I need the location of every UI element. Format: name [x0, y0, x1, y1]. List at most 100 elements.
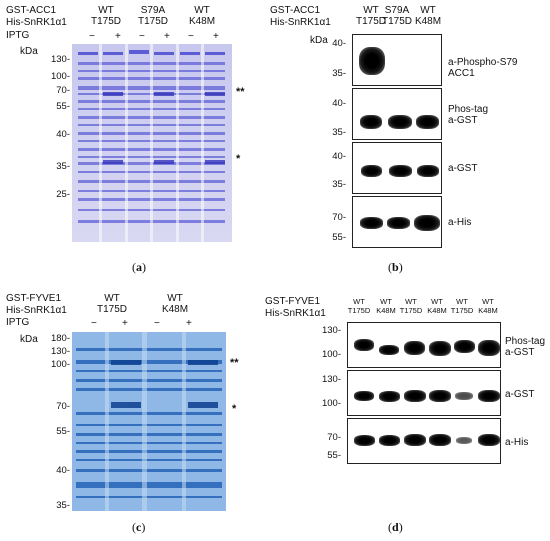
lane-d-5-bottom: T175D — [450, 306, 474, 315]
marker-c-35: 35- — [56, 500, 70, 511]
band — [455, 392, 473, 400]
kda-unit-c: kDa — [20, 334, 38, 345]
blot-d-label-phostag: Phos-tag a-GST — [505, 336, 546, 358]
caption-c-letter: c — [136, 520, 142, 534]
caption-b-letter: b — [392, 260, 399, 274]
kda-unit-b: kDa — [310, 35, 328, 46]
lane-group-c-1-top: WT — [104, 293, 120, 304]
band — [456, 437, 472, 444]
lane-d-2: WT K48M — [372, 297, 400, 315]
blot-d-his — [347, 418, 501, 464]
row-label-his-snrk1-b: His-SnRK1α1 — [270, 17, 331, 28]
band — [416, 115, 439, 129]
blot-label-his: a-His — [448, 217, 472, 228]
lane-group-b-2: S79A T175D — [380, 5, 414, 27]
iptg-4: + — [164, 31, 170, 42]
band — [379, 345, 399, 355]
lane-d-6-bottom: K48M — [478, 306, 498, 315]
row-label-gst-acc1: GST-ACC1 — [6, 5, 57, 16]
band — [414, 215, 440, 231]
band — [429, 341, 451, 356]
blot-d-gst — [347, 370, 501, 416]
star-single-a: * — [236, 153, 241, 165]
lane-d-6-top: WT — [482, 297, 494, 306]
marker-b3-40: 40- — [332, 151, 346, 162]
iptg-c-4: + — [186, 318, 192, 329]
blot-phospho-s79 — [352, 34, 442, 86]
band — [361, 165, 382, 177]
iptg-c-1: − — [91, 318, 97, 329]
band — [404, 434, 426, 446]
blot-d-phostag-gst — [347, 322, 501, 368]
band — [354, 391, 374, 401]
blot-gst — [352, 142, 442, 194]
marker-b4-70: 70- — [332, 212, 346, 223]
marker-130: 130- — [50, 54, 70, 65]
blot-label-phostag: Phos-tag a-GST — [448, 104, 489, 126]
band — [404, 390, 426, 402]
marker-b3-35: 35- — [332, 179, 346, 190]
lane-group-b-2-top: S79A — [384, 5, 410, 16]
iptg-5: − — [188, 31, 194, 42]
lane-group-b-1-top: WT — [363, 5, 379, 16]
lane-group-3-top: WT — [194, 5, 210, 16]
lane-group-3-bottom: K48M — [188, 16, 216, 27]
kda-unit: kDa — [20, 46, 38, 57]
band — [387, 217, 410, 229]
blot-d-label-gst: a-GST — [505, 389, 535, 400]
row-label-his-snrk1: His-SnRK1α1 — [6, 17, 67, 28]
row-label-gst-fyve1-d: GST-FYVE1 — [265, 296, 321, 307]
lane-d-6: WT K48M — [474, 297, 502, 315]
lane-group-c-2-top: WT — [167, 293, 183, 304]
blot-phostag-gst — [352, 88, 442, 140]
marker-c-55: 55- — [56, 426, 70, 437]
lane-group-b-2-bottom: T175D — [381, 16, 412, 27]
iptg-6: + — [213, 31, 219, 42]
star-double-a: ** — [236, 86, 245, 98]
row-label-gst-acc1-b: GST-ACC1 — [270, 5, 321, 16]
lane-group-2-top: S79A — [140, 5, 166, 16]
lane-group-b-1-bottom: T175D — [355, 16, 386, 27]
lane-group-b-1: WT T175D — [354, 5, 388, 27]
row-label-gst-fyve1: GST-FYVE1 — [6, 293, 62, 304]
marker-b4-55: 55- — [332, 232, 346, 243]
band — [404, 341, 425, 355]
coomassie-gel-a — [72, 44, 232, 242]
coomassie-gel-c — [72, 332, 226, 511]
gel-image-a — [72, 44, 232, 242]
marker-40: 40- — [56, 129, 70, 140]
marker-c-180: 180- — [50, 333, 70, 344]
lane-group-c-2-bottom: K48M — [161, 304, 189, 315]
star-double-c: ** — [230, 357, 239, 369]
lane-d-4-top: WT — [431, 297, 443, 306]
caption-a-letter: a — [136, 260, 142, 274]
lane-group-b-3: WT K48M — [411, 5, 445, 27]
iptg-1: − — [89, 31, 95, 42]
caption-c: (c) — [132, 520, 146, 534]
band — [478, 434, 500, 446]
iptg-3: − — [139, 31, 145, 42]
marker-c-40: 40- — [56, 465, 70, 476]
iptg-c-3: − — [154, 318, 160, 329]
lane-d-5: WT T175D — [448, 297, 476, 315]
iptg-2: + — [115, 31, 121, 42]
lane-group-2-bottom: T175D — [137, 16, 168, 27]
lane-d-4: WT K48M — [423, 297, 451, 315]
band — [359, 47, 385, 75]
band — [389, 165, 412, 177]
star-single-c: * — [232, 403, 237, 415]
lane-group-b-3-top: WT — [420, 5, 436, 16]
marker-d1-130: 130- — [321, 325, 341, 336]
lane-d-3: WT T175D — [397, 297, 425, 315]
lane-d-1-bottom: T175D — [347, 306, 371, 315]
band — [429, 434, 451, 446]
band — [429, 390, 451, 402]
lane-d-1: WT T175D — [345, 297, 373, 315]
blot-label-gst: a-GST — [448, 163, 478, 174]
band — [379, 435, 400, 446]
band — [360, 115, 382, 129]
lane-group-2: S79A T175D — [133, 5, 173, 27]
caption-a: (a) — [132, 260, 146, 274]
marker-b2-40: 40- — [332, 98, 346, 109]
lane-group-3: WT K48M — [182, 5, 222, 27]
